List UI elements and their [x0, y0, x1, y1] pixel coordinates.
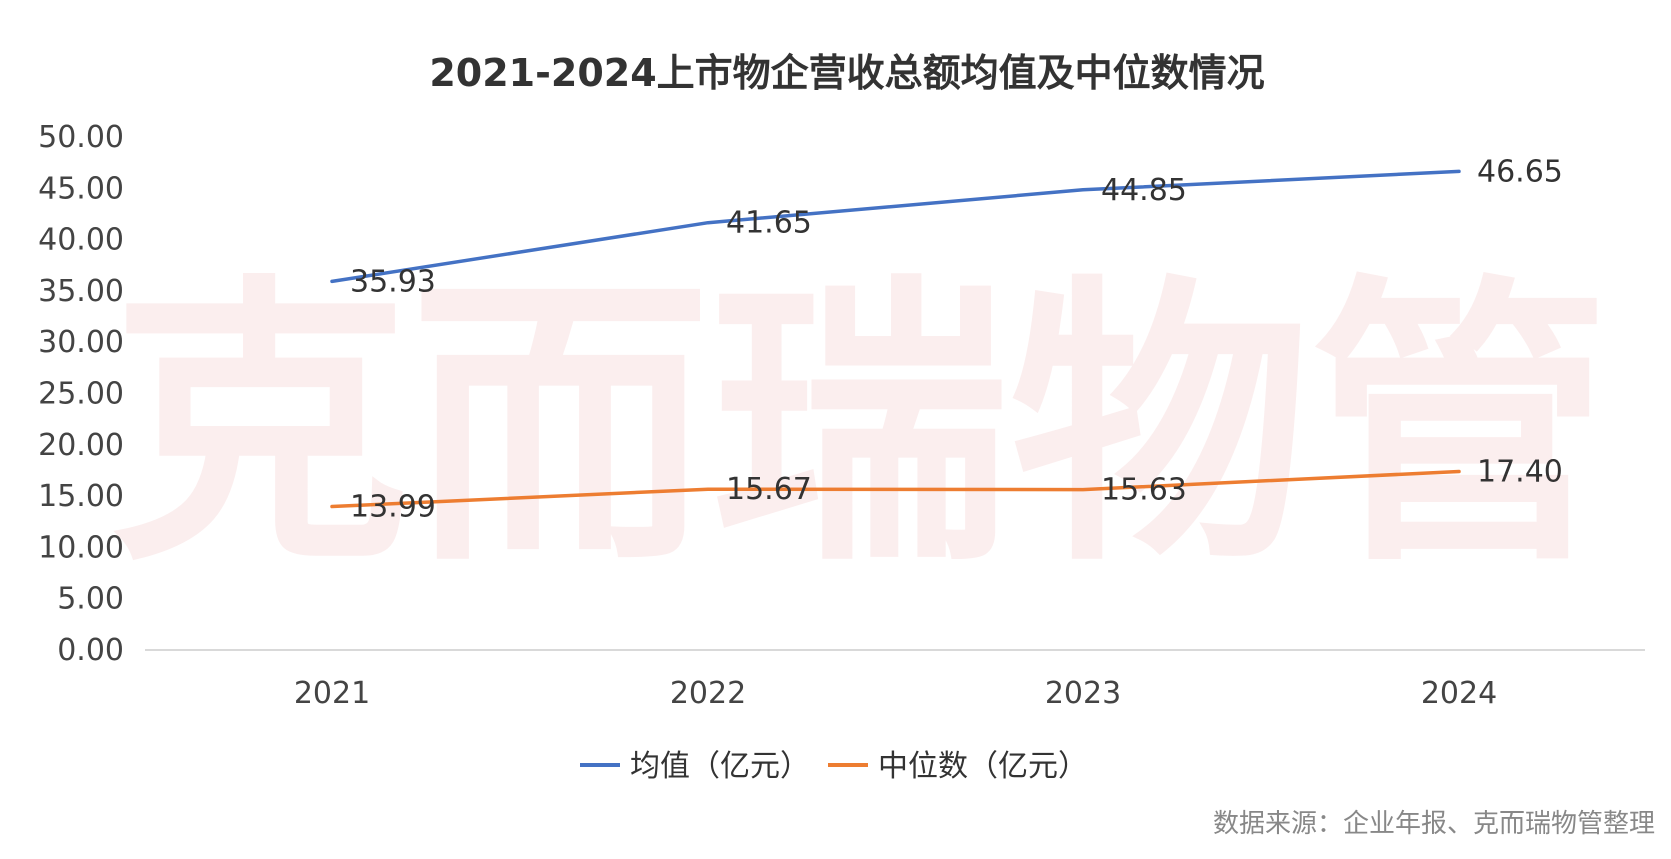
x-tick-label: 2024	[1421, 676, 1497, 711]
y-tick-label: 45.00	[38, 171, 124, 206]
y-tick-label: 20.00	[38, 428, 124, 463]
y-axis: 0.00 5.00 10.00 15.00 20.00 25.00 30.00 35.00 40…	[38, 120, 124, 668]
legend-item-label: 中位数（亿元）	[878, 749, 1088, 784]
data-label: 17.40	[1477, 454, 1563, 489]
x-tick-label: 2023	[1045, 676, 1121, 711]
y-tick-label: 25.00	[38, 377, 124, 412]
y-tick-label: 50.00	[38, 120, 124, 155]
data-label: 41.65	[726, 206, 812, 241]
data-label: 15.63	[1101, 473, 1187, 508]
source-note: 数据来源：企业年报、克而瑞物管整理	[1213, 809, 1655, 839]
y-tick-label: 15.00	[38, 479, 124, 514]
watermark-text: 克而瑞物管	[110, 252, 1610, 601]
data-label: 13.99	[350, 489, 436, 524]
legend: 均值（亿元） 中位数（亿元）	[580, 749, 1088, 784]
series-line-2	[330, 469, 1461, 509]
data-label: 46.65	[1477, 154, 1563, 189]
data-label: 15.67	[726, 472, 812, 507]
series-line-1	[330, 169, 1461, 284]
x-tick-label: 2022	[670, 676, 746, 711]
series-layer	[330, 169, 1461, 509]
data-label: 44.85	[1101, 173, 1187, 208]
x-tick-label: 2021	[294, 676, 370, 711]
y-tick-label: 5.00	[57, 582, 124, 617]
data-labels: 35.93 41.65 44.85 46.65 13.99 15.67 15.63 17.40	[350, 154, 1563, 524]
y-tick-label: 10.00	[38, 530, 124, 565]
chart-title: 2021-2024上市物企营收总额均值及中位数情况	[429, 51, 1264, 95]
y-tick-label: 30.00	[38, 325, 124, 360]
x-axis: 2021 2022 2023 2024	[294, 676, 1497, 711]
y-tick-label: 0.00	[57, 633, 124, 668]
data-label: 35.93	[350, 264, 436, 299]
legend-item-label: 均值（亿元）	[630, 749, 810, 784]
y-tick-label: 40.00	[38, 223, 124, 258]
y-tick-label: 35.00	[38, 274, 124, 309]
